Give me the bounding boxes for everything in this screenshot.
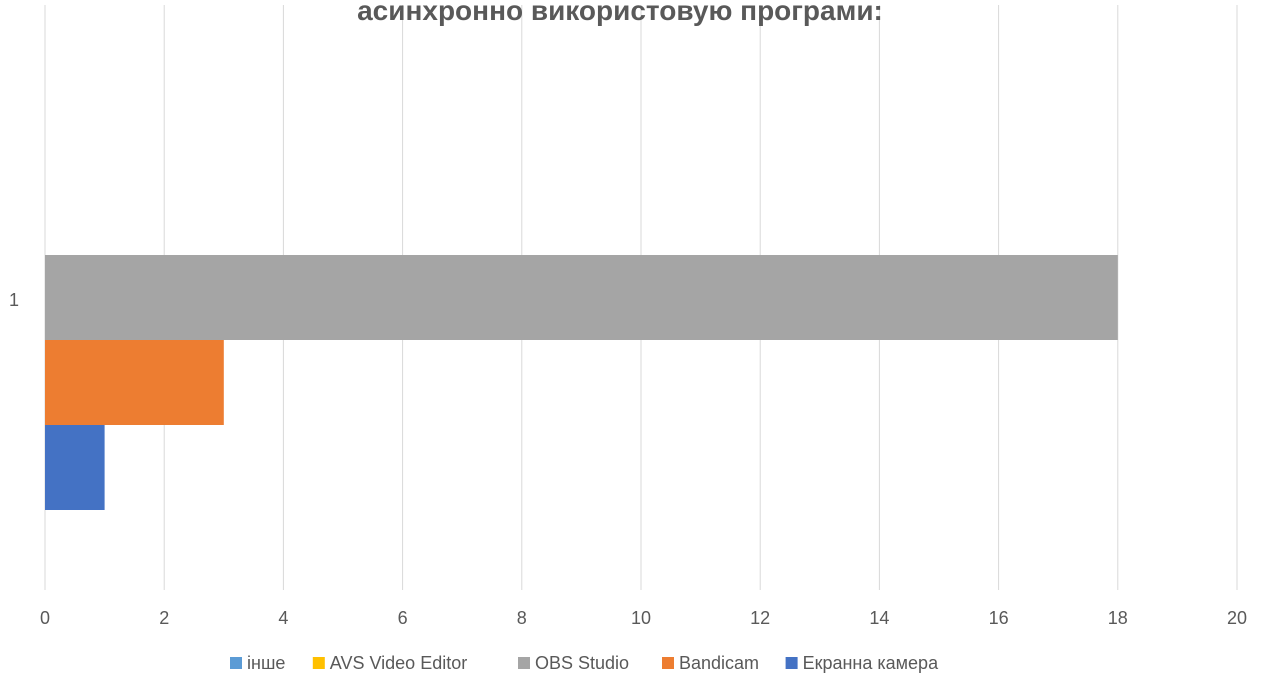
legend-swatch <box>518 657 530 669</box>
legend-label: Bandicam <box>679 653 759 673</box>
legend-swatch <box>230 657 242 669</box>
legend: інше AVS Video Editor OBS Studio Bandicam Ек… <box>230 653 939 673</box>
chart-title: асинхронно використовую програми: <box>357 0 883 26</box>
x-tick-label: 12 <box>750 608 770 628</box>
bars-layer <box>45 255 1118 510</box>
legend-label: OBS Studio <box>535 653 629 673</box>
bar-obs-studio <box>45 255 1118 340</box>
y-tick-label: 1 <box>9 290 19 310</box>
legend-label: AVS Video Editor <box>330 653 467 673</box>
x-tick-label: 0 <box>40 608 50 628</box>
legend-swatch <box>312 657 325 669</box>
legend-swatch <box>785 657 798 669</box>
x-tick-label: 2 <box>159 608 169 628</box>
y-tick-labels: 1 <box>9 290 19 310</box>
x-tick-label: 16 <box>989 608 1009 628</box>
legend-label: інше <box>247 653 285 673</box>
x-tick-label: 10 <box>631 608 651 628</box>
x-tick-label: 20 <box>1227 608 1247 628</box>
x-tick-label: 8 <box>517 608 527 628</box>
legend-swatch <box>662 657 674 669</box>
bar-екранна-камера <box>45 425 105 510</box>
x-tick-label: 14 <box>869 608 889 628</box>
bar-bandicam <box>45 340 224 425</box>
x-tick-label: 18 <box>1108 608 1128 628</box>
x-tick-label: 6 <box>398 608 408 628</box>
x-tick-label: 4 <box>278 608 288 628</box>
legend-label: Екранна камера <box>803 653 939 673</box>
x-tick-labels: 0 2 4 6 8 10 12 14 16 18 20 <box>40 608 1247 628</box>
